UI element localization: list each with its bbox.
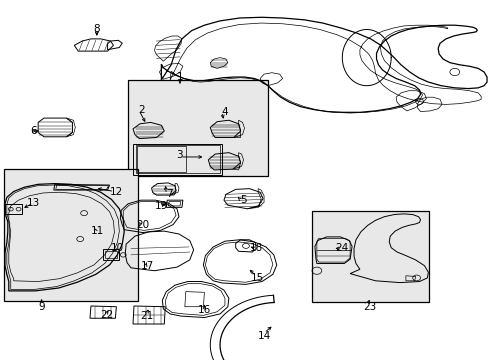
Text: 14: 14 — [257, 330, 270, 341]
Text: 1: 1 — [176, 72, 183, 82]
Text: 5: 5 — [240, 195, 246, 205]
Text: 22: 22 — [100, 310, 113, 320]
Text: 21: 21 — [140, 311, 153, 321]
Bar — [4, 169, 138, 301]
Text: 13: 13 — [26, 198, 40, 208]
Bar — [311, 211, 428, 302]
Text: 9: 9 — [38, 302, 45, 312]
Text: 23: 23 — [362, 302, 376, 312]
Text: 11: 11 — [91, 226, 104, 236]
Text: 15: 15 — [250, 273, 264, 283]
Text: 16: 16 — [197, 305, 211, 315]
Text: 19: 19 — [154, 201, 168, 211]
Text: 7: 7 — [166, 189, 173, 199]
Text: 12: 12 — [109, 186, 123, 197]
Text: 10: 10 — [111, 243, 123, 253]
Bar — [128, 80, 267, 176]
Text: 8: 8 — [93, 24, 100, 34]
Text: 24: 24 — [335, 243, 348, 253]
Text: 6: 6 — [30, 126, 37, 136]
Text: 17: 17 — [141, 261, 154, 271]
Text: 4: 4 — [221, 107, 228, 117]
Text: 18: 18 — [249, 243, 263, 253]
Text: 3: 3 — [176, 150, 183, 160]
Text: 20: 20 — [136, 220, 149, 230]
Text: 2: 2 — [138, 105, 145, 115]
